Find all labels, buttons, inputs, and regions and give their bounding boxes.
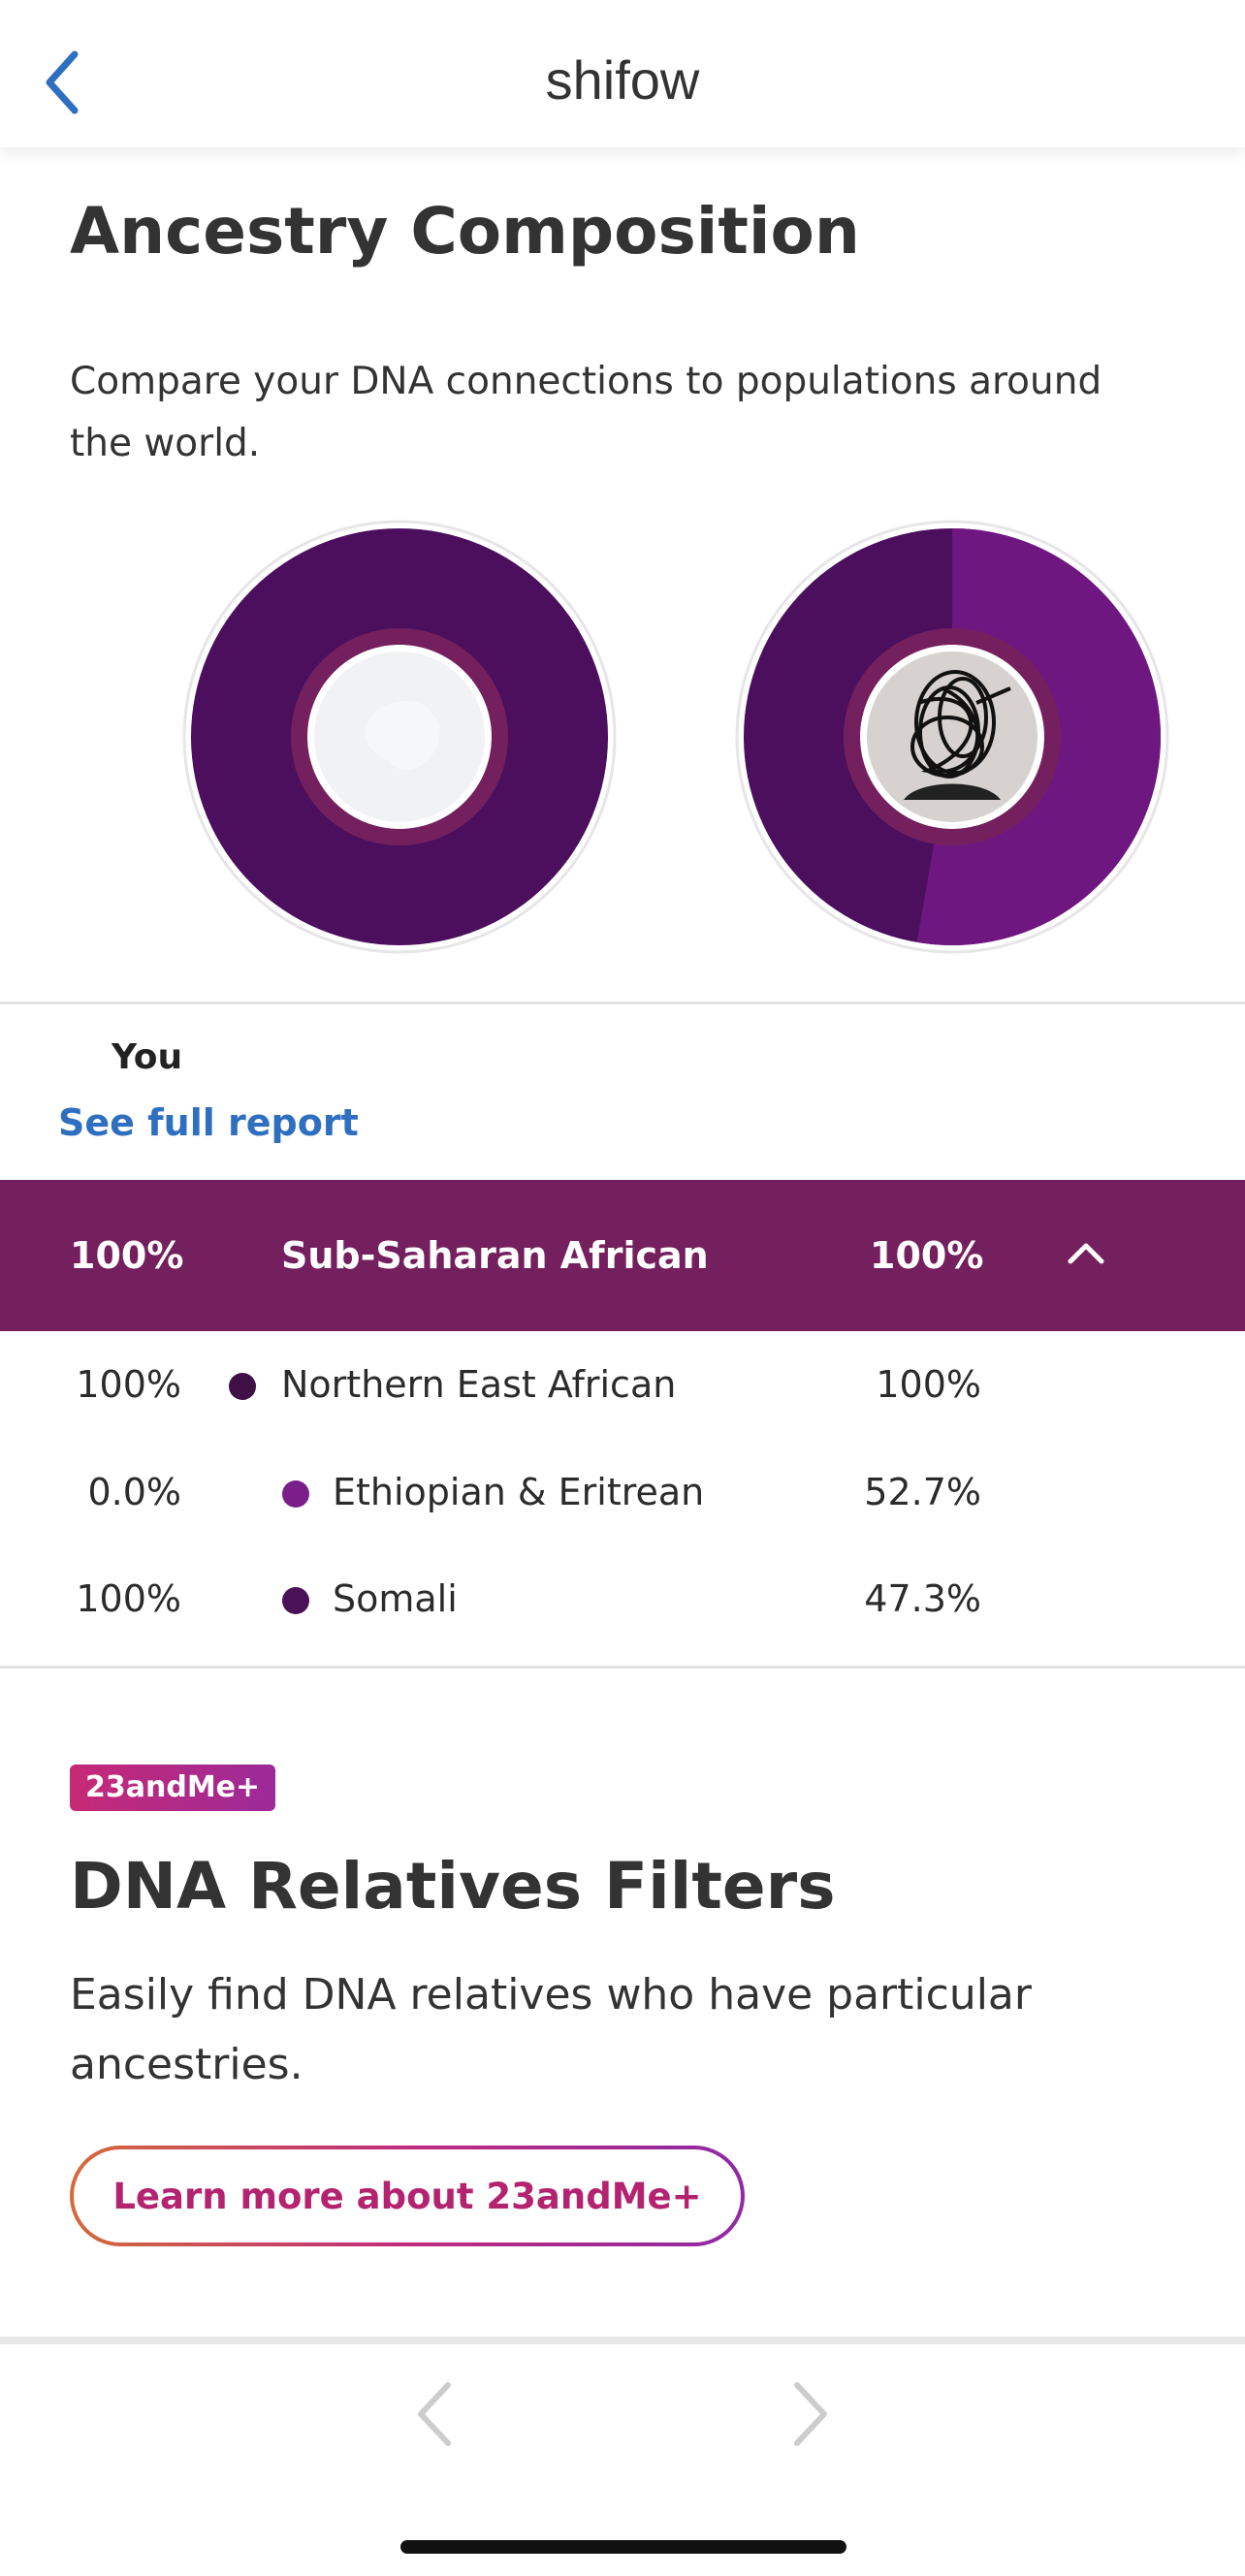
row-color-dot [282,1480,309,1508]
bottom-separator [0,2337,1245,2344]
avatar-scribble [910,670,1011,779]
match-ancestry-donut [735,520,1169,954]
chevron-up-icon[interactable] [1063,1230,1109,1277]
row-label: Northern East African [281,1363,677,1406]
home-indicator [400,2540,846,2554]
learn-more-label: Learn more about 23andMe+ [74,2149,741,2242]
page-title: shifow [545,49,700,111]
back-button[interactable] [27,39,95,126]
chevron-left-icon[interactable] [405,2377,463,2451]
learn-more-button[interactable]: Learn more about 23andMe+ [70,2146,745,2246]
plus-badge: 23andMe+ [70,1765,276,1811]
row-left-value: 100% [76,1577,181,1620]
promo-description: Easily find DNA relatives who have parti… [70,1970,1032,2089]
list-item: 100% Somali 47.3% [0,1552,1245,1649]
row-right-value: 100% [876,1363,981,1406]
row-left-value: 100% [76,1363,181,1406]
you-ancestry-donut [182,520,617,954]
you-label: You [112,1037,183,1077]
list-item: 0.0% Ethiopian & Eritrean 52.7% [0,1446,1245,1542]
summary-right-value: 100% [870,1234,984,1277]
row-right-value: 47.3% [864,1577,981,1620]
summary-left-value: 100% [70,1234,184,1277]
promo-title: DNA Relatives Filters [70,1849,836,1924]
see-full-report-link[interactable]: See full report [58,1101,359,1144]
row-color-dot [229,1373,256,1400]
list-item: 100% Northern East African 100% [0,1338,1245,1435]
row-label: Somali [333,1577,458,1620]
row-color-dot [282,1587,309,1614]
section-divider [0,1666,1245,1669]
row-left-value: 0.0% [87,1471,181,1513]
summary-name: Sub-Saharan African [281,1234,709,1277]
section-divider [0,1002,1245,1004]
ancestry-summary-row[interactable]: 100% Sub-Saharan African 100% [0,1180,1245,1331]
row-label: Ethiopian & Eritrean [333,1471,705,1513]
row-right-value: 52.7% [864,1471,981,1513]
chevron-left-icon [46,50,79,114]
section-title: Ancestry Composition [70,194,860,269]
chevron-right-icon[interactable] [782,2377,840,2451]
section-description: Compare your DNA connections to populati… [70,360,1102,465]
top-bar: shifow [0,0,1245,147]
